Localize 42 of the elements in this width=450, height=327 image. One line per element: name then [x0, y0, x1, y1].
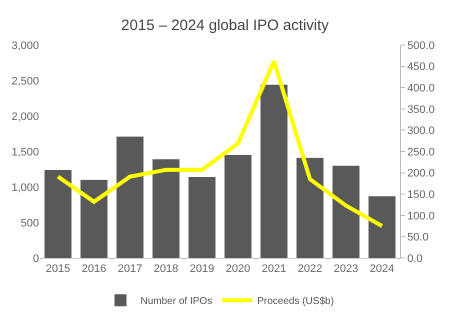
- x-tick-label: 2015: [46, 263, 70, 276]
- y-tick-label: 500: [20, 217, 39, 230]
- bar: [332, 166, 360, 258]
- legend-label: Proceeds (US$b): [257, 296, 334, 308]
- y-tick-label: 1,500: [11, 146, 39, 158]
- y2-tick-label: 500.0: [407, 40, 435, 52]
- y2-tick-label: 400.0: [407, 82, 435, 94]
- line-series: [56, 59, 384, 228]
- chart-title: 2015 – 2024 global IPO activity: [121, 17, 330, 34]
- bar: [80, 180, 108, 258]
- bar: [368, 196, 396, 258]
- bar: [116, 136, 144, 258]
- y2-tick-label: 50.0: [407, 232, 429, 244]
- y2-tick-label: 100.0: [407, 210, 435, 222]
- bar: [296, 158, 324, 258]
- bar: [44, 170, 72, 258]
- y2-tick-label: 450.0: [407, 61, 435, 74]
- legend-label: Number of IPOs: [140, 296, 212, 308]
- x-tick-label: 2022: [298, 263, 322, 276]
- bar: [188, 177, 216, 258]
- y2-tick-label: 350.0: [407, 104, 435, 116]
- y-tick-label: 1,000: [11, 182, 39, 194]
- x-tick-label: 2020: [226, 263, 250, 276]
- bar: [260, 84, 288, 258]
- x-tick-label: 2024: [370, 263, 394, 276]
- y2-tick-label: 0.0: [407, 252, 422, 265]
- bar: [224, 155, 252, 258]
- x-tick-label: 2023: [334, 263, 358, 276]
- y2-tick-label: 200.0: [407, 168, 435, 180]
- y2-tick-label: 300.0: [407, 125, 435, 138]
- x-tick-label: 2019: [190, 263, 214, 276]
- y-tick-label: 2,000: [11, 110, 39, 123]
- x-tick-label: 2021: [262, 263, 286, 276]
- y-tick-label: 3,000: [11, 40, 39, 52]
- bar: [152, 159, 180, 258]
- y2-tick-label: 150.0: [407, 188, 435, 201]
- x-tick-label: 2016: [82, 263, 106, 276]
- y-tick-label: 0: [32, 252, 39, 265]
- x-tick-label: 2017: [118, 263, 142, 276]
- y2-tick-label: 250.0: [407, 146, 435, 158]
- y-tick-label: 2,500: [11, 75, 39, 88]
- x-tick-label: 2018: [154, 263, 178, 276]
